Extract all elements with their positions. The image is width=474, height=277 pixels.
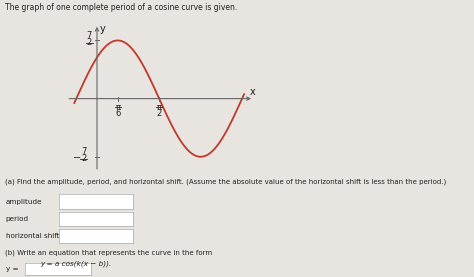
Text: 7: 7 [81,147,86,156]
Text: −: − [73,153,81,163]
Text: y = a cos(k(x − b)).: y = a cos(k(x − b)). [40,261,111,267]
Text: x: x [249,87,255,97]
Text: y =: y = [6,266,18,272]
Text: horizontal shift: horizontal shift [6,233,59,239]
Text: amplitude: amplitude [6,199,42,205]
Text: period: period [6,216,29,222]
Text: 6: 6 [115,109,120,118]
Text: (a) Find the amplitude, period, and horizontal shift. (Assume the absolute value: (a) Find the amplitude, period, and hori… [5,179,446,185]
Text: 7: 7 [86,31,92,40]
Text: 2: 2 [86,38,91,47]
Text: (b) Write an equation that represents the curve in the form: (b) Write an equation that represents th… [5,250,212,256]
Text: π: π [115,103,120,112]
Text: 2: 2 [81,155,86,163]
Text: 2: 2 [156,109,162,118]
Text: y: y [100,24,106,34]
Text: The graph of one complete period of a cosine curve is given.: The graph of one complete period of a co… [5,3,237,12]
Text: π: π [157,103,162,112]
